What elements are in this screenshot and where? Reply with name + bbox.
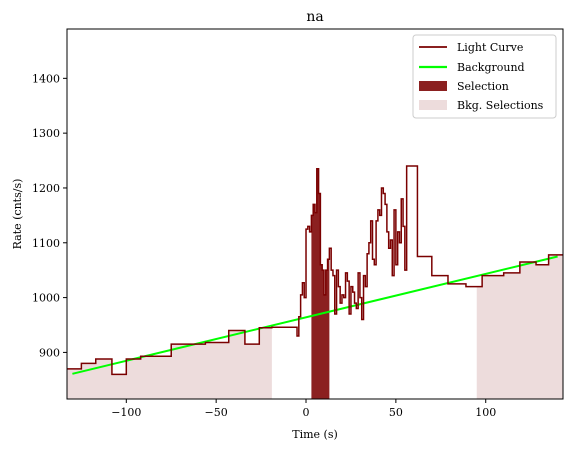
legend: Light Curve Background Selection Bkg. Selec… [412, 34, 557, 119]
y-tick-label: 1300 [32, 127, 60, 140]
x-tick-label: −50 [205, 406, 228, 419]
x-tick-label: 50 [389, 406, 403, 419]
selection-region [311, 168, 330, 399]
y-axis: 900 1000 1100 1200 1300 1400 [32, 72, 67, 359]
background-layer [72, 255, 558, 375]
bkg-selection-region-1 [476, 254, 563, 399]
x-axis: −100 −50 0 50 100 [111, 399, 496, 419]
y-tick-label: 1200 [32, 182, 60, 195]
legend-swatch [419, 100, 447, 110]
y-tick-label: 1400 [32, 72, 60, 85]
y-tick-label: 900 [39, 346, 60, 359]
legend-entry: Light Curve [457, 41, 523, 54]
chart-title: na [306, 9, 323, 25]
plot-frame [66, 28, 564, 400]
light-curve-line [67, 165, 563, 376]
x-axis-label: Time (s) [292, 428, 338, 441]
y-axis-label: Rate (cnts/s) [11, 179, 24, 250]
bkg-selection-layer [67, 254, 563, 399]
legend-swatch [419, 81, 447, 91]
background-line [72, 255, 558, 375]
legend-entry: Selection [457, 80, 509, 93]
selection-layer [311, 168, 330, 399]
y-tick-label: 1000 [32, 292, 60, 305]
x-tick-label: −100 [111, 406, 141, 419]
x-tick-label: 0 [303, 406, 310, 419]
bkg-selection-region-0 [67, 327, 272, 399]
legend-frame [412, 34, 557, 119]
light-curve-layer [67, 165, 563, 376]
y-tick-label: 1100 [32, 237, 60, 250]
legend-entry: Bkg. Selections [457, 99, 544, 112]
legend-entry: Background [457, 61, 525, 74]
x-tick-label: 100 [475, 406, 496, 419]
